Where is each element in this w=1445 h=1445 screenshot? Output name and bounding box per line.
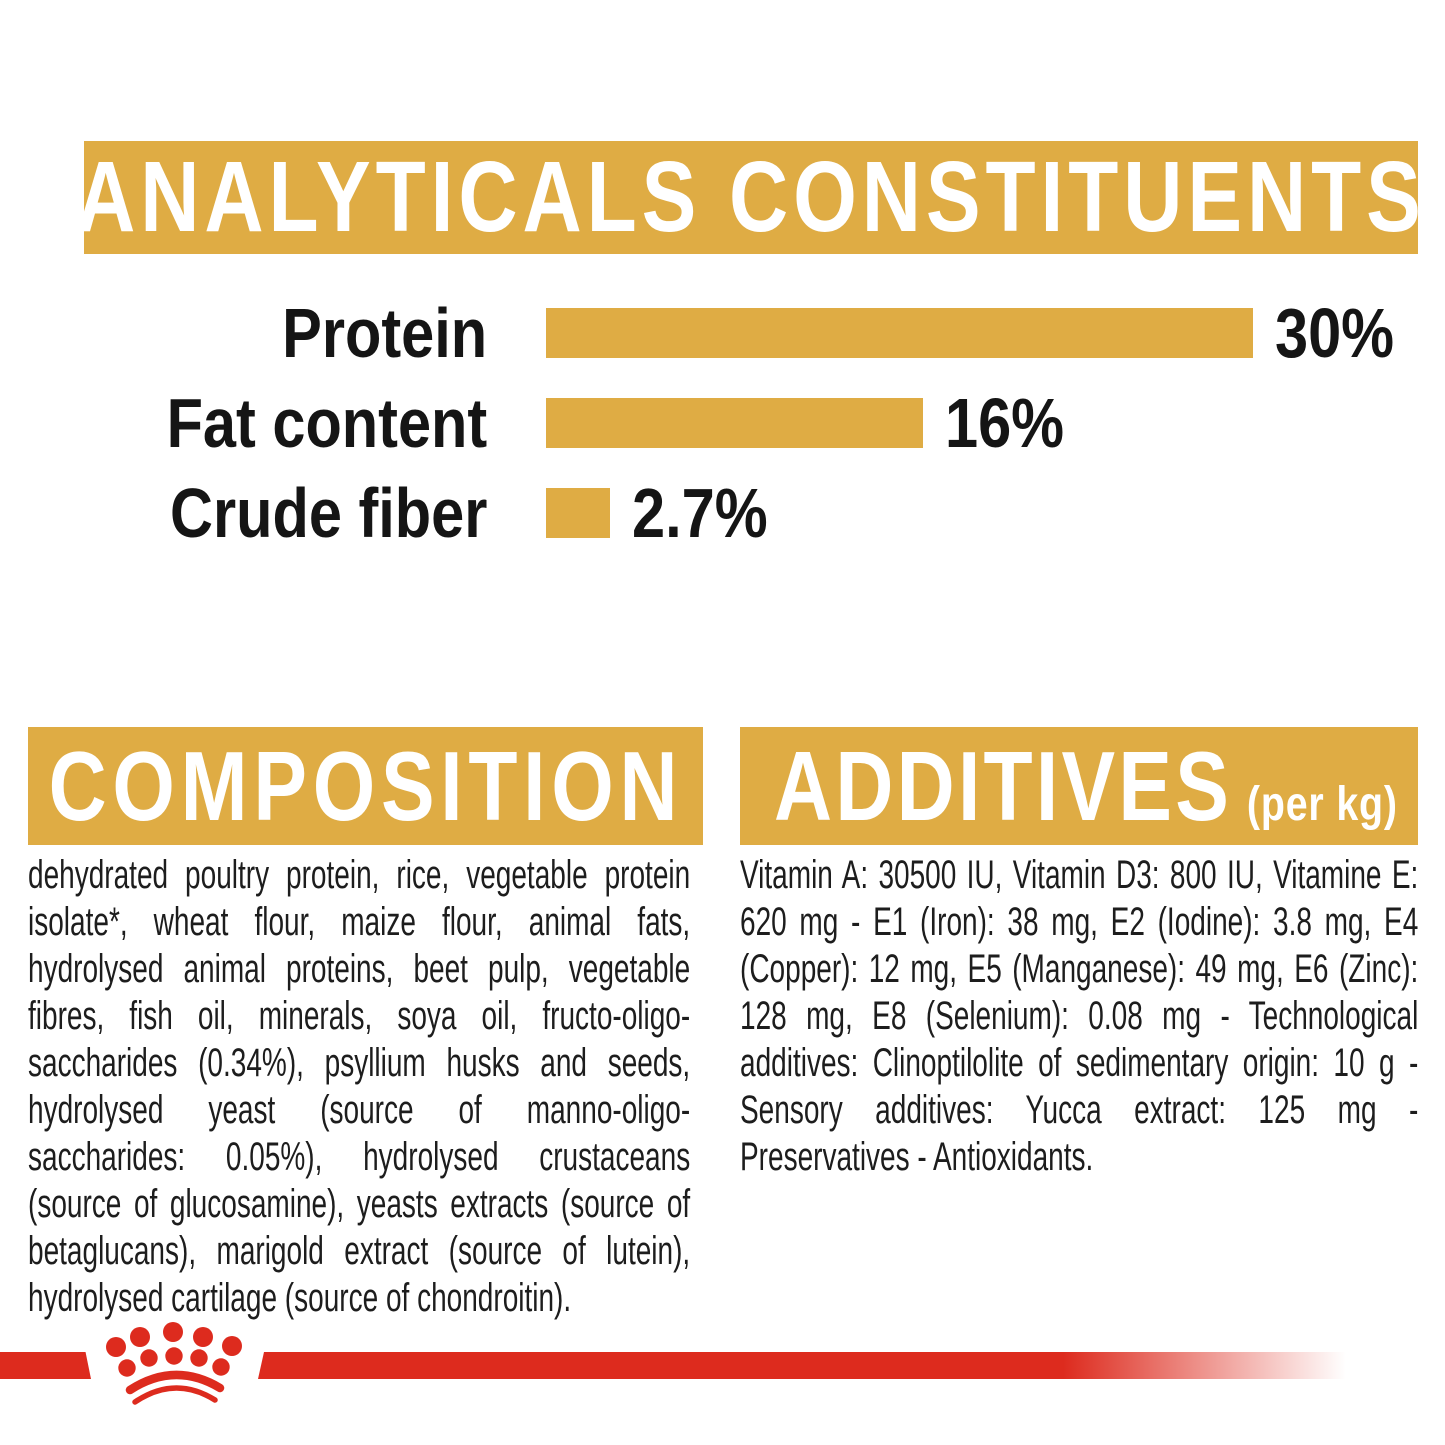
additives-text: Vitamin A: 30500 IU, Vitamin D3: 800 IU,… <box>740 853 1419 1179</box>
chart-row-protein: Protein 30% <box>0 298 1415 368</box>
composition-banner: COMPOSITION <box>28 727 703 845</box>
chart-row-fat-content: Fat content 16% <box>0 388 1085 458</box>
composition-title: COMPOSITION <box>48 730 683 841</box>
additives-title: ADDITIVES <box>774 730 1233 841</box>
crude-fiber-label: Crude fiber <box>169 474 487 552</box>
composition-text: dehydrated poultry protein, rice, vegeta… <box>28 853 691 1320</box>
analytical-constituents-banner: ANALYTICALS CONSTITUENTS <box>76 141 1421 254</box>
chart-row-crude-fiber: Crude fiber 2.7% <box>0 478 792 548</box>
crude-fiber-value: 2.7% <box>632 474 768 552</box>
fat-content-bar <box>546 398 923 448</box>
protein-value: 30% <box>1275 294 1395 372</box>
fat-content-value: 16% <box>945 384 1065 462</box>
fat-content-label: Fat content <box>166 384 487 462</box>
royal-canin-crown-icon <box>106 1322 242 1405</box>
red-stripe-left <box>0 1352 91 1379</box>
protein-label: Protein <box>282 294 487 372</box>
additives-subtitle: (per kg) <box>1246 777 1398 831</box>
additives-title-group: ADDITIVES (per kg) <box>774 730 1398 843</box>
protein-bar <box>546 308 1253 358</box>
additives-banner: ADDITIVES (per kg) <box>740 727 1418 845</box>
analytical-constituents-title: ANALYTICALS CONSTITUENTS <box>76 141 1426 253</box>
crude-fiber-bar <box>546 488 610 538</box>
red-stripe-right <box>258 1352 1346 1379</box>
